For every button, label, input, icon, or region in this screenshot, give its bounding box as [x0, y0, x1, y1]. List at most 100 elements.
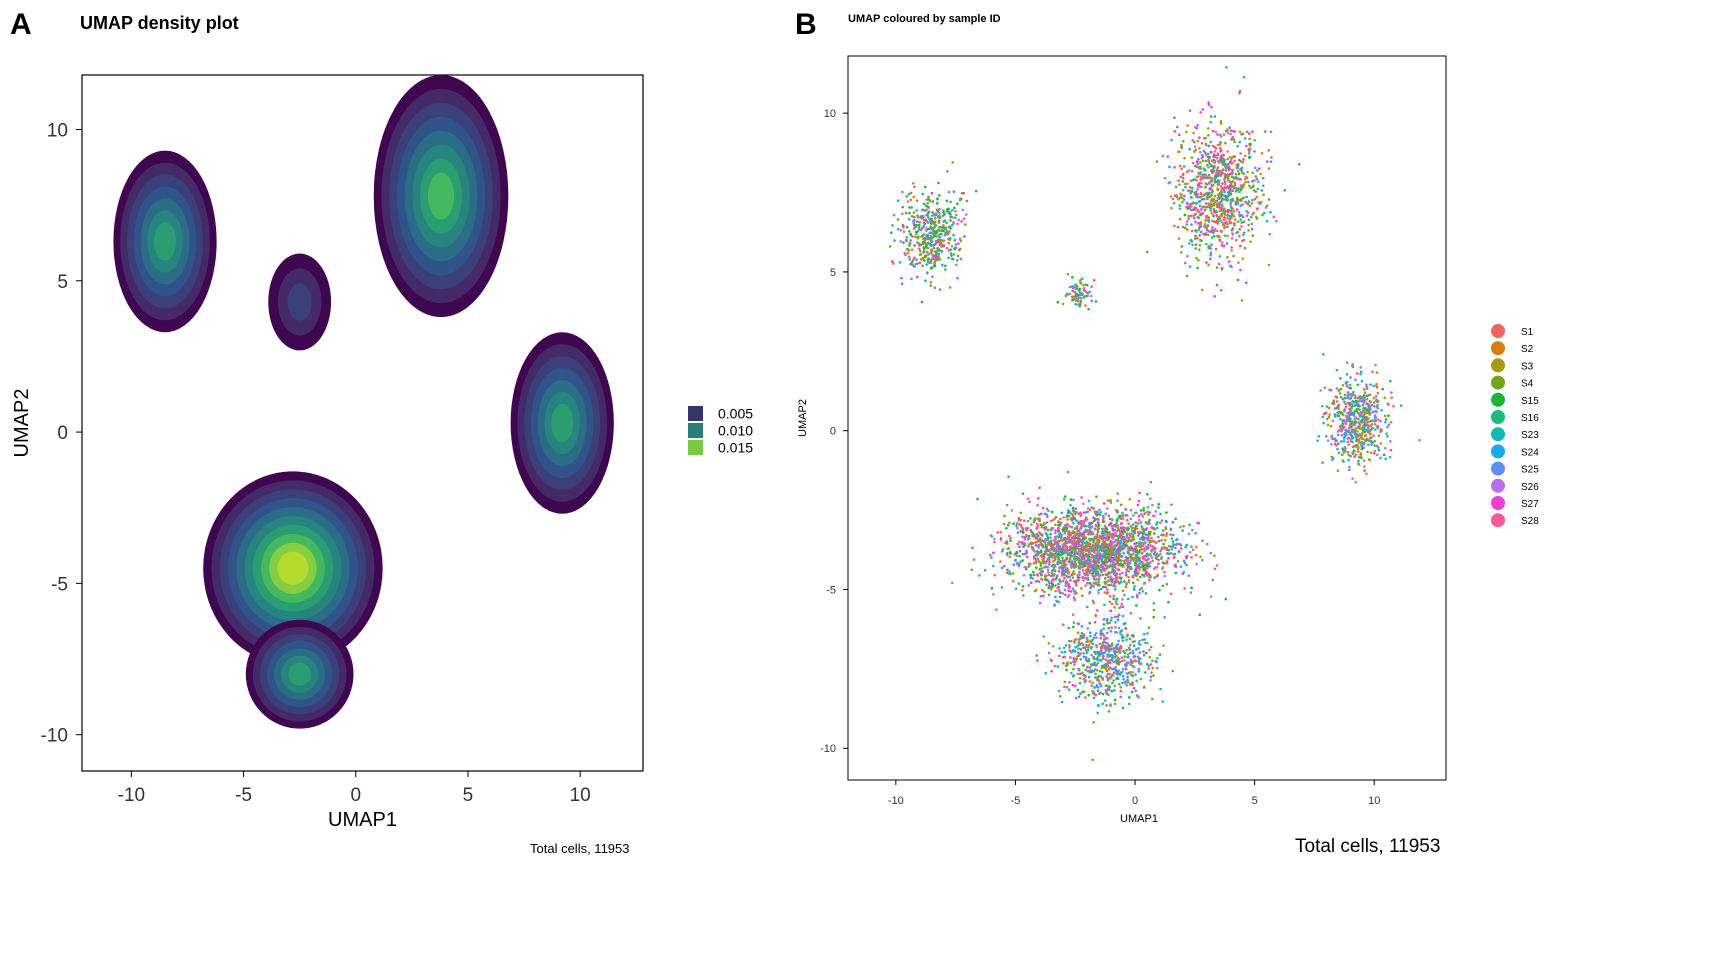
- scatter-point: [1165, 546, 1168, 550]
- scatter-point: [1077, 578, 1080, 582]
- scatter-point: [1259, 172, 1262, 176]
- scatter-point: [1137, 515, 1141, 518]
- scatter-point: [1213, 179, 1217, 183]
- scatter-point: [1127, 671, 1131, 675]
- scatter-point: [1211, 168, 1215, 172]
- scatter-point: [1242, 172, 1246, 175]
- scatter-point: [1113, 558, 1117, 562]
- scatter-point: [1210, 105, 1213, 109]
- scatter-point: [1057, 552, 1061, 556]
- scatter-point: [1128, 696, 1131, 699]
- scatter-point: [1053, 664, 1057, 668]
- scatter-point: [1035, 527, 1038, 530]
- scatter-point: [1255, 195, 1259, 199]
- scatter-point: [1093, 668, 1097, 671]
- scatter-point: [1399, 404, 1403, 407]
- x-tick-label: 10: [1368, 795, 1380, 807]
- scatter-point: [1079, 293, 1083, 296]
- scatter-point: [1093, 650, 1096, 654]
- legend-swatch: [688, 440, 703, 455]
- scatter-point: [1064, 593, 1067, 597]
- scatter-point: [1177, 179, 1180, 182]
- scatter-point: [1332, 399, 1335, 402]
- scatter-point: [1339, 417, 1342, 421]
- scatter-point: [1121, 532, 1125, 536]
- y-tick-label: 5: [830, 267, 836, 279]
- scatter-point: [1048, 541, 1051, 544]
- scatter-point: [931, 200, 935, 203]
- scatter-point: [1209, 257, 1212, 261]
- scatter-point: [1073, 638, 1077, 642]
- scatter-point: [1091, 560, 1095, 563]
- scatter-point: [1100, 560, 1104, 563]
- scatter-point: [1021, 585, 1025, 588]
- scatter-point: [1238, 89, 1242, 93]
- scatter-point: [1131, 670, 1134, 674]
- scatter-point: [901, 190, 904, 194]
- scatter-point: [1084, 524, 1088, 528]
- scatter-point: [1121, 511, 1124, 515]
- scatter-point: [1106, 507, 1109, 510]
- scatter-point: [1211, 171, 1214, 175]
- scatter-point: [1050, 574, 1053, 578]
- scatter-point: [1368, 428, 1371, 432]
- scatter-point: [1070, 519, 1074, 522]
- scatter-point: [901, 212, 904, 216]
- scatter-point: [1027, 584, 1031, 587]
- scatter-point: [1140, 552, 1144, 555]
- scatter-point: [1165, 520, 1168, 524]
- scatter-point: [1227, 260, 1231, 263]
- scatter-point: [1137, 532, 1141, 535]
- scatter-point: [1197, 221, 1200, 225]
- scatter-point: [1047, 593, 1051, 597]
- scatter-point: [1138, 543, 1141, 547]
- scatter-point: [1119, 686, 1122, 689]
- scatter-point: [1098, 681, 1101, 685]
- scatter-point: [1380, 429, 1383, 433]
- scatter-point: [1102, 520, 1106, 523]
- scatter-point: [1088, 542, 1092, 546]
- scatter-point: [1137, 646, 1140, 650]
- scatter-point: [1044, 546, 1047, 549]
- scatter-point: [1136, 655, 1140, 659]
- scatter-point: [1203, 208, 1207, 212]
- scatter-point: [1238, 140, 1242, 144]
- scatter-point: [1084, 304, 1087, 307]
- scatter-point: [1237, 261, 1240, 264]
- scatter-point: [1178, 204, 1182, 207]
- scatter-point: [1109, 547, 1113, 550]
- scatter-point: [1336, 469, 1340, 473]
- scatter-point: [936, 246, 939, 250]
- scatter-point: [1185, 556, 1188, 560]
- scatter-point: [1039, 539, 1043, 543]
- scatter-point: [1050, 510, 1054, 514]
- scatter-point: [1154, 547, 1157, 550]
- scatter-point: [1151, 503, 1154, 507]
- scatter-point: [909, 232, 912, 236]
- scatter-point: [1051, 560, 1055, 563]
- scatter-point: [1212, 234, 1216, 238]
- scatter-point: [1067, 626, 1070, 630]
- scatter-point: [1128, 532, 1132, 536]
- scatter-point: [930, 214, 934, 217]
- scatter-point: [1104, 560, 1108, 564]
- scatter-point: [938, 240, 942, 244]
- scatter-point: [1076, 536, 1080, 540]
- scatter-point: [1360, 443, 1363, 447]
- scatter-point: [1360, 398, 1364, 401]
- scatter-point: [1113, 548, 1116, 551]
- scatter-point: [1100, 535, 1104, 538]
- scatter-point: [1335, 439, 1338, 442]
- scatter-point: [1119, 547, 1123, 551]
- scatter-point: [1182, 559, 1186, 563]
- scatter-point: [1333, 415, 1337, 418]
- scatter-point: [1069, 532, 1073, 535]
- scatter-point: [1020, 542, 1024, 545]
- scatter-point: [1140, 586, 1144, 590]
- scatter-point: [1188, 109, 1192, 112]
- scatter-point: [1129, 555, 1133, 559]
- scatter-point: [999, 560, 1002, 563]
- scatter-point: [926, 215, 930, 219]
- scatter-point: [1247, 229, 1250, 232]
- scatter-point: [1126, 653, 1130, 656]
